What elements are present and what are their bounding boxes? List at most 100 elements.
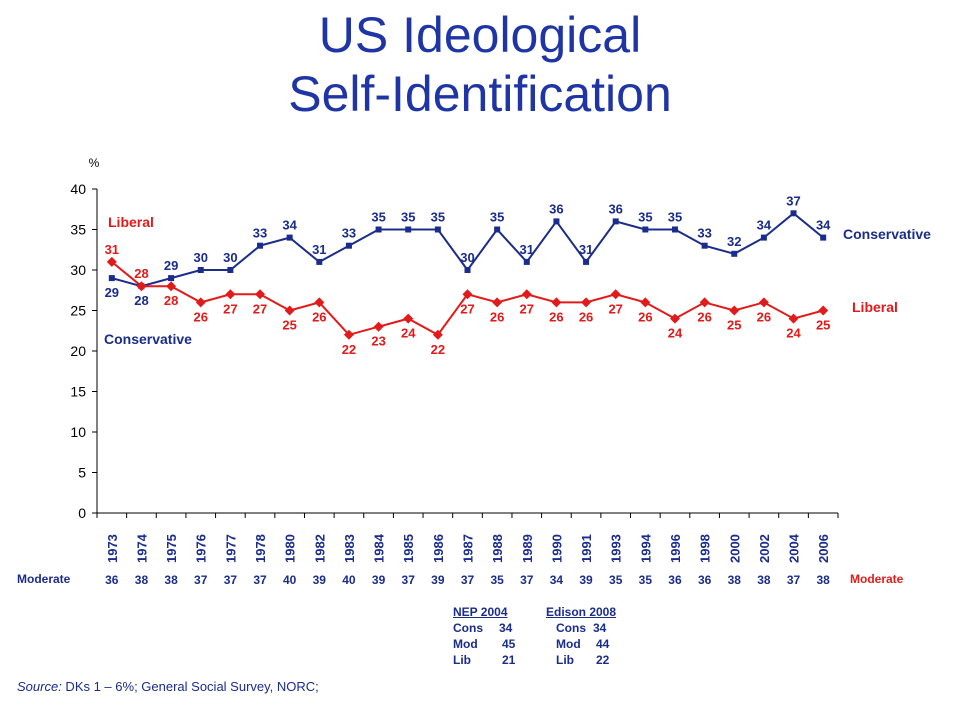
source-note: Source: DKs 1 – 6%; General Social Surve…	[17, 679, 319, 694]
edison-2008-header: Edison 2008	[546, 605, 617, 619]
liberal-point	[729, 305, 740, 316]
liberal-point	[551, 297, 562, 308]
liberal-point	[462, 289, 473, 300]
conservative-point	[523, 258, 530, 265]
moderate-value: 40	[342, 573, 356, 587]
moderate-value: 39	[431, 573, 445, 587]
liberal-data-label: 27	[223, 301, 237, 316]
liberal-point	[373, 321, 384, 332]
liberal-point	[255, 289, 266, 300]
liberal-data-label: 22	[431, 342, 445, 357]
x-tick-label: 1986	[431, 534, 446, 563]
conservative-data-label: 30	[460, 250, 474, 265]
liberal-point	[136, 281, 147, 292]
moderate-value: 38	[757, 573, 771, 587]
moderate-value: 39	[313, 573, 327, 587]
y-tick-label: 35	[70, 222, 86, 238]
liberal-point	[521, 289, 532, 300]
x-tick-label: 1989	[520, 534, 535, 563]
liberal-data-label: 26	[312, 309, 326, 324]
moderate-value: 37	[253, 573, 267, 587]
moderate-value: 40	[283, 573, 297, 587]
x-tick-label: 1996	[668, 534, 683, 563]
conservative-point	[375, 226, 382, 233]
liberal-point	[284, 305, 295, 316]
conservative-point	[671, 226, 678, 233]
moderate-value: 35	[639, 573, 653, 587]
nep-row-label: Cons	[453, 621, 483, 635]
conservative-point	[227, 267, 234, 273]
conservative-data-label: 35	[490, 210, 504, 225]
conservative-data-label: 30	[223, 250, 237, 265]
edison-row-label: Lib	[556, 653, 574, 667]
moderate-value: 37	[224, 573, 238, 587]
conservative-data-label: 31	[520, 242, 534, 257]
liberal-point	[818, 305, 829, 316]
liberal-data-label: 24	[401, 326, 416, 341]
nep-2004-column: NEP 2004 Cons 34 Mod 45 Lib 21	[453, 604, 543, 668]
conservative-point	[405, 226, 412, 233]
conservative-data-label: 35	[668, 210, 682, 225]
y-tick-label: 5	[78, 465, 86, 481]
conservative-point	[494, 226, 501, 233]
x-tick-label: 1987	[461, 534, 476, 563]
conservative-data-label: 35	[638, 210, 652, 225]
x-tick-label: 1977	[223, 534, 238, 563]
source-prefix: Source:	[17, 679, 62, 694]
liberal-data-label: 25	[816, 318, 830, 333]
liberal-data-label: 26	[490, 309, 504, 324]
conservative-point	[583, 258, 590, 265]
nep-row-value: 21	[502, 653, 516, 667]
nep-2004-header: NEP 2004	[453, 605, 508, 619]
conservative-data-label: 30	[194, 250, 208, 265]
liberal-point	[166, 281, 177, 292]
moderate-value: 38	[817, 573, 831, 587]
nep-row-value: 34	[499, 621, 513, 635]
title-line-2: Self-Identification	[288, 66, 672, 122]
liberal-point	[492, 297, 503, 308]
y-tick-label: 0	[78, 505, 86, 521]
x-tick-label: 1978	[253, 534, 268, 563]
liberal-point	[758, 297, 769, 308]
liberal-point	[699, 297, 710, 308]
moderate-value: 36	[105, 573, 119, 587]
conservative-point	[612, 218, 619, 225]
conservative-point	[790, 210, 797, 217]
nep-row-label: Mod	[453, 637, 478, 651]
moderate-label-left: Moderate	[17, 572, 71, 586]
conservative-point	[434, 226, 441, 233]
conservative-data-label: 36	[549, 201, 563, 216]
moderate-value: 35	[609, 573, 623, 587]
liberal-data-label: 27	[253, 301, 267, 316]
conservative-data-label: 34	[757, 218, 772, 233]
moderate-value: 36	[668, 573, 682, 587]
x-tick-label: 1980	[283, 534, 298, 563]
conservative-data-label: 29	[164, 258, 178, 273]
x-tick-label: 1991	[579, 534, 594, 563]
liberal-data-label: 22	[342, 342, 356, 357]
conservative-point	[197, 267, 204, 273]
conservative-data-label: 28	[134, 293, 148, 308]
y-tick-label: 15	[70, 384, 86, 400]
conservative-point	[701, 242, 708, 249]
conservative-point	[316, 258, 323, 265]
moderate-value: 37	[461, 573, 475, 587]
liberal-point	[788, 313, 799, 324]
conservative-data-label: 33	[697, 226, 711, 241]
moderate-value: 34	[550, 573, 564, 587]
conservative-data-label: 33	[253, 226, 267, 241]
liberal-data-label: 27	[460, 301, 474, 316]
conservative-data-label: 29	[105, 285, 119, 300]
y-axis-label: %	[89, 156, 100, 170]
moderate-label-right: Moderate	[850, 572, 904, 586]
conservative-data-label: 35	[371, 210, 385, 225]
x-tick-label: 1975	[164, 534, 179, 563]
page-title: US Ideological Self-Identification	[0, 6, 960, 124]
liberal-point	[581, 297, 592, 308]
x-tick-label: 2000	[727, 534, 742, 563]
moderate-value: 37	[787, 573, 801, 587]
liberal-point	[225, 289, 236, 300]
liberal-data-label: 27	[608, 301, 622, 316]
title-line-1: US Ideological	[318, 7, 642, 63]
